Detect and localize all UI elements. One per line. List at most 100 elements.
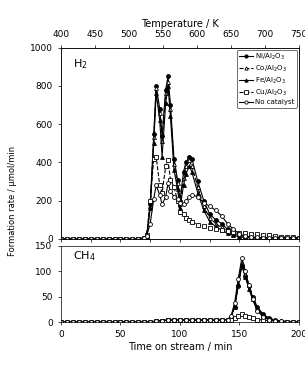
Cu/Al$_2$O$_3$	[101, 237, 104, 241]
Cu/Al$_2$O$_3$	[148, 198, 152, 203]
Fe/Al$_2$O$_3$	[214, 224, 217, 229]
No catalyst	[166, 181, 170, 186]
Fe/Al$_2$O$_3$	[145, 235, 149, 239]
No catalyst	[160, 202, 164, 207]
Cu/Al$_2$O$_3$	[142, 236, 146, 240]
No catalyst	[285, 236, 289, 240]
No catalyst	[267, 236, 271, 240]
Fe/Al$_2$O$_3$	[188, 164, 191, 168]
Fe/Al$_2$O$_3$	[59, 237, 63, 241]
Ni/Al$_2$O$_3$	[184, 160, 188, 165]
Ni/Al$_2$O$_3$	[145, 235, 149, 239]
Co/Al$_2$O$_3$	[273, 236, 277, 240]
No catalyst	[232, 227, 235, 232]
Ni/Al$_2$O$_3$	[249, 236, 253, 240]
Fe/Al$_2$O$_3$	[261, 236, 265, 240]
Ni/Al$_2$O$_3$	[243, 235, 247, 239]
Fe/Al$_2$O$_3$	[71, 237, 75, 241]
Ni/Al$_2$O$_3$	[279, 236, 283, 240]
Cu/Al$_2$O$_3$	[152, 156, 156, 161]
Co/Al$_2$O$_3$	[160, 139, 164, 143]
Co/Al$_2$O$_3$	[202, 204, 206, 209]
Fe/Al$_2$O$_3$	[220, 228, 223, 232]
Co/Al$_2$O$_3$	[214, 221, 217, 226]
Ni/Al$_2$O$_3$	[214, 217, 217, 222]
Ni/Al$_2$O$_3$	[261, 236, 265, 240]
Ni/Al$_2$O$_3$	[226, 227, 229, 232]
No catalyst	[119, 237, 122, 241]
No catalyst	[226, 221, 229, 226]
Ni/Al$_2$O$_3$	[178, 198, 182, 203]
Co/Al$_2$O$_3$	[148, 204, 152, 209]
No catalyst	[124, 237, 128, 241]
Ni/Al$_2$O$_3$	[169, 103, 172, 107]
No catalyst	[136, 237, 140, 241]
Cu/Al$_2$O$_3$	[190, 220, 194, 224]
Fe/Al$_2$O$_3$	[256, 236, 259, 240]
Fe/Al$_2$O$_3$	[152, 141, 156, 145]
Fe/Al$_2$O$_3$	[267, 236, 271, 240]
No catalyst	[261, 236, 265, 240]
No catalyst	[83, 237, 87, 241]
Co/Al$_2$O$_3$	[77, 237, 81, 241]
Ni/Al$_2$O$_3$	[131, 237, 134, 241]
Ni/Al$_2$O$_3$	[71, 237, 75, 241]
Fe/Al$_2$O$_3$	[208, 220, 212, 224]
Cu/Al$_2$O$_3$	[184, 216, 188, 220]
Ni/Al$_2$O$_3$	[142, 236, 146, 240]
Fe/Al$_2$O$_3$	[190, 170, 194, 174]
Co/Al$_2$O$_3$	[267, 236, 271, 240]
Fe/Al$_2$O$_3$	[226, 231, 229, 235]
Fe/Al$_2$O$_3$	[182, 183, 185, 187]
Legend: Ni/Al$_2$O$_3$, Co/Al$_2$O$_3$, Fe/Al$_2$O$_3$, Cu/Al$_2$O$_3$, No catalyst: Ni/Al$_2$O$_3$, Co/Al$_2$O$_3$, Fe/Al$_2…	[237, 50, 297, 108]
No catalyst	[220, 214, 223, 218]
Cu/Al$_2$O$_3$	[164, 164, 167, 168]
Cu/Al$_2$O$_3$	[169, 178, 172, 182]
Co/Al$_2$O$_3$	[285, 236, 289, 240]
Ni/Al$_2$O$_3$	[152, 131, 156, 136]
No catalyst	[279, 236, 283, 240]
Ni/Al$_2$O$_3$	[119, 237, 122, 241]
Ni/Al$_2$O$_3$	[107, 237, 110, 241]
Cu/Al$_2$O$_3$	[83, 237, 87, 241]
Co/Al$_2$O$_3$	[256, 236, 259, 240]
Cu/Al$_2$O$_3$	[95, 237, 99, 241]
Cu/Al$_2$O$_3$	[238, 231, 241, 235]
Cu/Al$_2$O$_3$	[89, 237, 93, 241]
Co/Al$_2$O$_3$	[142, 236, 146, 240]
Co/Al$_2$O$_3$	[154, 86, 158, 90]
Co/Al$_2$O$_3$	[145, 235, 149, 239]
Cu/Al$_2$O$_3$	[182, 212, 185, 216]
No catalyst	[131, 237, 134, 241]
Fe/Al$_2$O$_3$	[83, 237, 87, 241]
Cu/Al$_2$O$_3$	[256, 232, 259, 236]
Ni/Al$_2$O$_3$	[160, 133, 164, 138]
Cu/Al$_2$O$_3$	[77, 237, 81, 241]
Fe/Al$_2$O$_3$	[65, 237, 69, 241]
No catalyst	[238, 232, 241, 236]
No catalyst	[182, 202, 185, 207]
No catalyst	[188, 195, 191, 199]
Line: Co/Al$_2$O$_3$: Co/Al$_2$O$_3$	[59, 80, 301, 241]
Fe/Al$_2$O$_3$	[232, 233, 235, 237]
Ni/Al$_2$O$_3$	[154, 84, 158, 88]
No catalyst	[113, 237, 117, 241]
Co/Al$_2$O$_3$	[184, 164, 188, 168]
Ni/Al$_2$O$_3$	[77, 237, 81, 241]
No catalyst	[145, 234, 149, 238]
Text: $\mathregular{H_2}$: $\mathregular{H_2}$	[73, 57, 88, 71]
No catalyst	[154, 183, 158, 187]
Co/Al$_2$O$_3$	[158, 111, 162, 115]
Cu/Al$_2$O$_3$	[158, 183, 162, 187]
Text: $\mathregular{CH_4}$: $\mathregular{CH_4}$	[73, 249, 96, 263]
Fe/Al$_2$O$_3$	[279, 236, 283, 240]
Co/Al$_2$O$_3$	[152, 135, 156, 140]
No catalyst	[95, 237, 99, 241]
Cu/Al$_2$O$_3$	[261, 233, 265, 237]
Cu/Al$_2$O$_3$	[107, 237, 110, 241]
Fe/Al$_2$O$_3$	[101, 237, 104, 241]
Fe/Al$_2$O$_3$	[160, 154, 164, 159]
Co/Al$_2$O$_3$	[279, 236, 283, 240]
Cu/Al$_2$O$_3$	[154, 154, 158, 159]
Co/Al$_2$O$_3$	[220, 225, 223, 229]
